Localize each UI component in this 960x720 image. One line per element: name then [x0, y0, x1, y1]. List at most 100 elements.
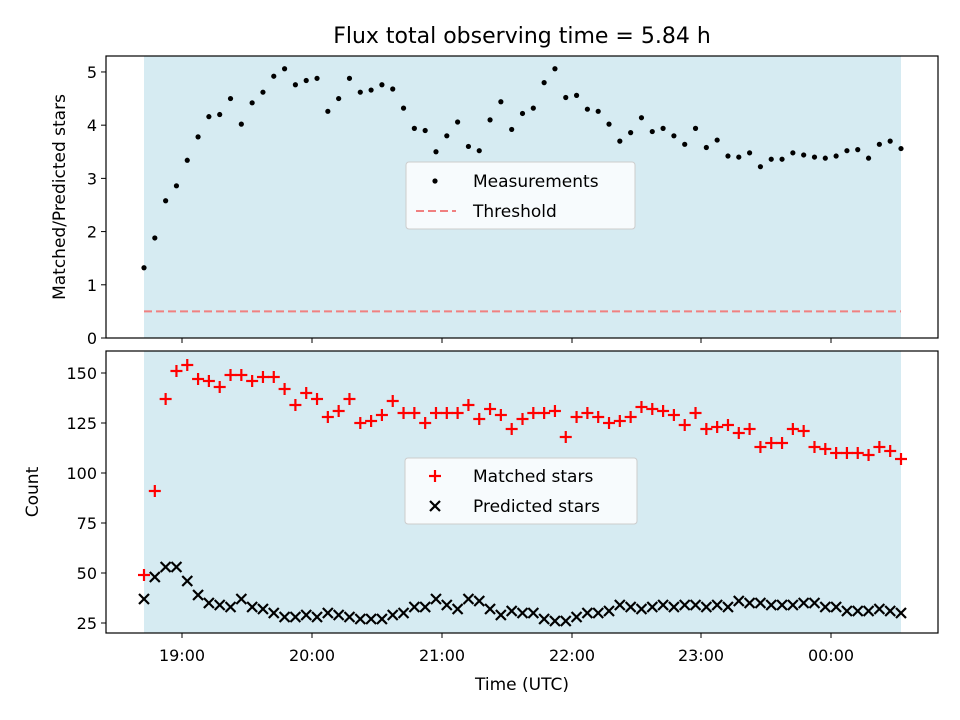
- predicted-star-point: [570, 611, 583, 623]
- measurement-point: [552, 66, 558, 72]
- matched-star-point: [505, 423, 518, 435]
- predicted-star-point: [473, 595, 486, 607]
- predicted-star-point: [689, 599, 702, 611]
- matched-star-points: [138, 359, 907, 581]
- measurement-point: [314, 75, 320, 81]
- bottom-y-tick-label: 100: [66, 464, 97, 483]
- top-y-tick-label: 3: [87, 169, 97, 188]
- legend-predicted-label: Predicted stars: [473, 497, 600, 517]
- matched-star-point: [484, 403, 497, 415]
- matched-star-point: [559, 431, 572, 443]
- legend-predicted-marker: [429, 500, 441, 512]
- x-tick-label: 21:00: [419, 646, 465, 665]
- matched-star-point: [321, 411, 334, 423]
- measurement-point: [757, 164, 764, 170]
- top-x-ticks: [181, 338, 832, 343]
- measurement-point: [217, 111, 223, 118]
- measurement-point: [206, 114, 212, 120]
- measurement-point: [725, 153, 731, 159]
- matched-star-point: [635, 401, 648, 413]
- predicted-star-point: [895, 607, 907, 619]
- predicted-star-point: [743, 597, 756, 609]
- predicted-star-point: [797, 597, 810, 609]
- matched-star-point: [711, 421, 724, 433]
- predicted-star-point: [386, 609, 399, 621]
- matched-star-point: [840, 447, 853, 459]
- top-legend: Measurements Threshold: [405, 161, 636, 230]
- matched-star-point: [267, 371, 280, 383]
- matched-star-point: [819, 443, 832, 455]
- predicted-star-point: [538, 613, 550, 625]
- predicted-star-point: [138, 593, 150, 605]
- measurement-point: [227, 95, 234, 102]
- matched-star-point: [700, 423, 713, 435]
- measurement-point: [184, 157, 190, 163]
- matched-star-point: [527, 407, 540, 419]
- bottom-plot-frame: [105, 350, 939, 634]
- bottom-y-tick-label: 25: [77, 614, 97, 633]
- matched-star-point: [678, 419, 691, 431]
- predicted-star-point: [884, 605, 896, 617]
- matched-star-point: [765, 437, 778, 449]
- measurement-point: [260, 89, 266, 95]
- measurement-point: [368, 87, 374, 93]
- predicted-star-point: [376, 613, 388, 625]
- measurement-point: [887, 138, 893, 144]
- matched-star-point: [354, 417, 367, 429]
- legend-measurement-marker: [432, 178, 438, 184]
- matched-star-point: [776, 437, 789, 449]
- measurement-point: [336, 95, 342, 102]
- measurement-point: [141, 265, 147, 271]
- measurement-point: [541, 80, 547, 86]
- measurement-point: [357, 89, 363, 95]
- measurement-point: [822, 155, 828, 161]
- matched-star-point: [830, 447, 843, 459]
- predicted-star-point: [311, 611, 323, 623]
- measurement-point: [509, 126, 515, 133]
- predicted-star-point: [754, 597, 767, 609]
- predicted-star-point: [646, 601, 659, 613]
- legend-threshold-label: Threshold: [472, 202, 557, 222]
- matched-star-point: [440, 407, 453, 419]
- predicted-star-point: [451, 603, 464, 615]
- measurement-point: [271, 73, 277, 79]
- top-y-tick-label: 5: [87, 63, 97, 82]
- predicted-star-point: [787, 599, 799, 611]
- predicted-star-point: [559, 615, 572, 627]
- measurement-point: [292, 82, 298, 88]
- x-tick-label: 23:00: [678, 646, 724, 665]
- matched-star-point: [451, 407, 464, 419]
- predicted-star-point: [527, 607, 540, 619]
- matched-star-point: [592, 411, 605, 423]
- measurement-point: [811, 154, 818, 160]
- predicted-star-point: [322, 607, 334, 619]
- measurement-point: [325, 108, 331, 114]
- matched-star-point: [170, 365, 183, 377]
- measurement-point: [779, 156, 785, 162]
- predicted-star-point: [873, 603, 886, 615]
- matched-star-point: [386, 395, 399, 407]
- measurement-point: [411, 125, 417, 131]
- measurement-point: [195, 134, 201, 140]
- measurement-point: [487, 117, 493, 123]
- measurement-point: [390, 86, 396, 92]
- x-tick-label: 00:00: [808, 646, 854, 665]
- measurement-point: [465, 143, 472, 150]
- matched-star-point: [213, 381, 226, 393]
- predicted-star-point: [441, 599, 453, 611]
- measurement-point: [303, 77, 309, 84]
- measurement-point: [649, 128, 655, 135]
- matched-star-point: [721, 419, 734, 431]
- measurement-point: [801, 152, 807, 158]
- measurement-point: [422, 127, 428, 134]
- predicted-star-point: [711, 599, 723, 611]
- matched-star-point: [419, 417, 432, 429]
- matched-star-point: [646, 403, 659, 415]
- measurement-point: [346, 75, 353, 81]
- measurement-point: [249, 100, 255, 106]
- top-y-tick-label: 4: [87, 116, 97, 135]
- matched-star-point: [343, 393, 356, 405]
- matched-star-point: [181, 359, 194, 371]
- matched-star-point: [873, 441, 886, 453]
- bottom-panel: 25 50 75 100 125 150 19:00 20:00 21:00 22:00 23:0…: [23, 350, 939, 695]
